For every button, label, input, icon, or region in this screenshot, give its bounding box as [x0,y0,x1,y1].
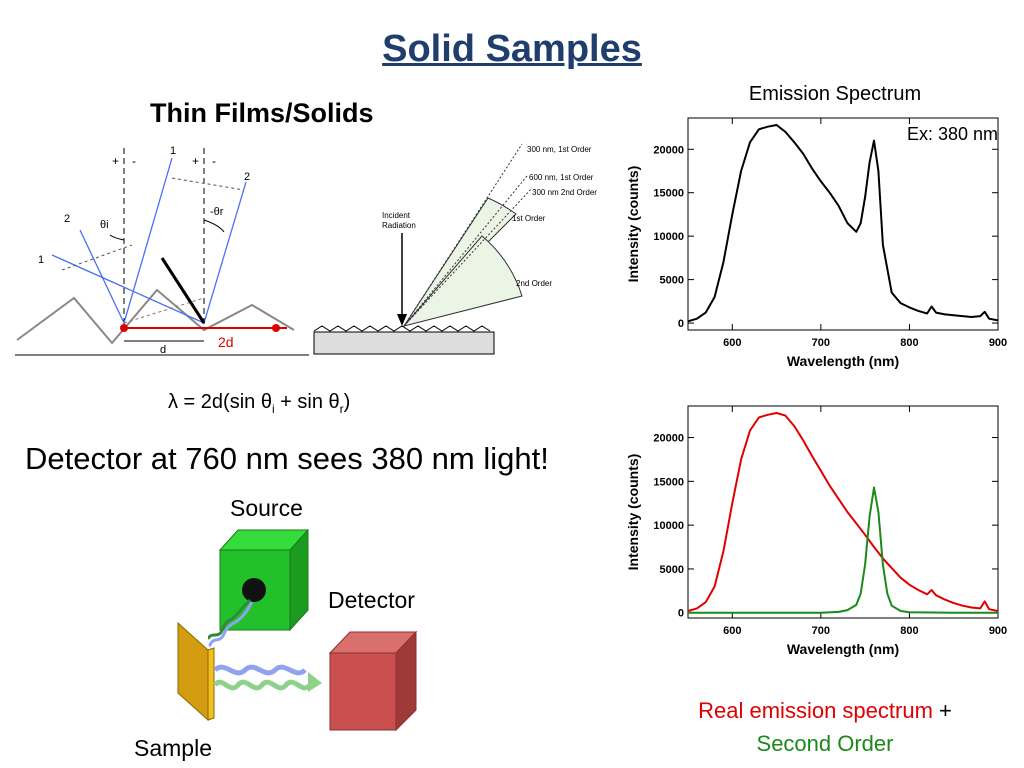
y-tick-label: 0 [678,318,684,330]
grating-equation: λ = 2d(sin θi + sin θr) [168,391,350,416]
plus-label-left: + [112,154,119,168]
formula-sub-i: i [271,402,275,416]
label-second-order: 2nd Order [516,279,552,288]
wavefront-diffracted [171,177,245,191]
theta-r-arc [203,219,225,233]
detector-cube-front [329,652,397,731]
series-line-0 [687,412,999,612]
series-line-1 [688,486,998,614]
theta-r-label: -θr [210,206,224,218]
second-order-fan [402,235,523,327]
plus-label-right: + [192,154,199,168]
x-tick-label: 700 [812,625,830,637]
formula-part-a: λ = 2d(sin θ [168,391,272,413]
ray-300-first [403,143,523,327]
emission-arrowhead [308,672,322,692]
theta-i-label: θi [100,219,109,231]
diffracted-ray-1 [123,157,173,324]
chart1-title: Emission Spectrum [748,83,922,105]
label-300-second: 300 nm 2nd Order [532,188,597,197]
reflection-grating-diagram: + - + - 1 2 1 2 θi -θr 2d d [15,145,309,356]
ray-label-1-left: 1 [38,254,44,266]
ray-label-1-top: 1 [170,145,176,157]
x-axis-label: Wavelength (nm) [787,353,899,369]
two-d-end-dot [272,324,280,332]
incident-arrowhead [397,314,407,326]
detector-statement: Detector at 760 nm sees 380 nm light! [25,441,549,476]
grating-substrate [313,331,495,355]
setup-diagram [177,528,418,732]
grating-orders-diagram: 300 nm, 1st Order 600 nm, 1st Order 300 … [313,143,597,355]
y-tick-label: 15000 [653,476,684,488]
emission-wave-green [212,679,312,691]
label-incident: Incident [382,211,411,220]
path-difference-a [123,297,205,324]
minus-label-right: - [212,154,216,168]
wavefront-incident [61,244,133,271]
caption-second-order: Second Order [756,731,894,756]
x-tick-label: 800 [900,337,918,349]
two-d-start-dot [120,324,128,332]
excitation-annotation: Ex: 380 nm [907,124,998,144]
formula-part-e: ) [343,391,351,413]
formula-sub-r: r [339,402,344,416]
ray-label-2-top: 2 [244,171,250,183]
detector-label: Detector [328,587,415,613]
x-tick-label: 600 [723,625,741,637]
y-tick-label: 20000 [653,144,684,156]
y-axis-label: Intensity (counts) [625,166,641,283]
y-tick-label: 0 [678,608,684,620]
sample-label: Sample [134,735,212,761]
x-axis-label: Wavelength (nm) [787,641,899,657]
excitation-wave-green [207,598,252,640]
incident-ray-1 [51,254,205,324]
label-radiation: Radiation [382,221,416,230]
plot-frame [687,405,999,619]
source-aperture [242,578,266,602]
x-tick-label: 600 [723,337,741,349]
path-difference-b [160,257,206,324]
label-300-first: 300 nm, 1st Order [527,145,592,154]
composite-spectrum-chart: 600 700 800 900 0 5000 10000 15000 20000 Waveleng… [625,405,1007,657]
ray-300-second [403,187,533,327]
x-tick-label: 800 [900,625,918,637]
y-tick-label: 5000 [660,564,684,576]
grating-surface [16,288,295,345]
y-tick-label: 15000 [653,188,684,200]
ray-600-first [403,175,528,327]
source-label: Source [230,495,303,521]
plot-frame [687,117,999,331]
section-subtitle: Thin Films/Solids [150,98,374,128]
minus-label-left: - [132,154,136,168]
x-tick-label: 900 [989,337,1007,349]
y-tick-label: 10000 [653,520,684,532]
caption-plus: + [932,698,952,723]
incident-ray-2 [79,229,125,324]
x-tick-label: 900 [989,625,1007,637]
diffracted-ray-2 [203,181,247,324]
grating-teeth [313,325,491,332]
theta-i-arc [109,234,125,241]
sample-edge [207,647,215,721]
ray-label-2-left: 2 [64,213,70,225]
two-d-label: 2d [218,334,234,350]
sample-plate [177,621,209,722]
emission-spectrum-chart: 600 700 800 900 0 5000 10000 15000 20000 Waveleng… [625,117,1007,369]
y-tick-label: 5000 [660,275,684,287]
caption-line-1: Real emission spectrum + [630,698,1020,724]
y-tick-label: 10000 [653,231,684,243]
d-label: d [160,344,166,356]
formula-part-c: + sin θ [274,391,340,413]
series-line-0 [687,124,999,323]
label-first-order: 1st Order [512,214,546,223]
caption-real: Real emission spectrum [698,698,933,723]
slide-title: Solid Samples [382,28,642,70]
y-axis-label: Intensity (counts) [625,454,641,571]
x-tick-label: 700 [812,337,830,349]
excitation-wave-blue [208,601,254,648]
label-600-first: 600 nm, 1st Order [529,173,594,182]
emission-wave-blue [213,664,307,676]
y-tick-label: 20000 [653,433,684,445]
